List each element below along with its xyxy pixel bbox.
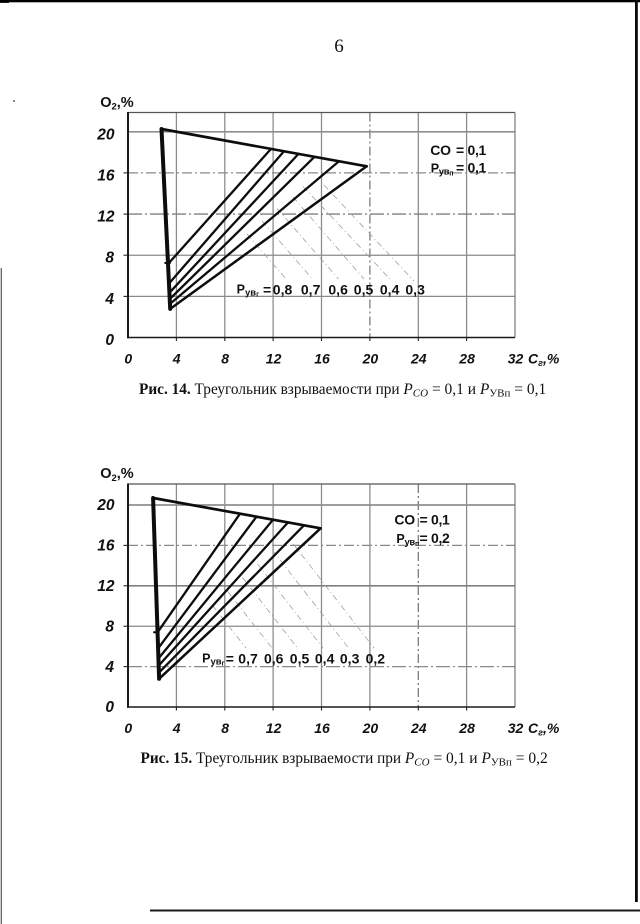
svg-text:16: 16: [314, 351, 330, 367]
svg-text:0: 0: [105, 332, 114, 349]
svg-text:20: 20: [362, 720, 379, 736]
svg-text:0: 0: [105, 699, 114, 716]
svg-text:8: 8: [221, 720, 229, 736]
svg-text:12: 12: [266, 720, 282, 736]
svg-text:6: 6: [334, 36, 344, 57]
svg-text:8: 8: [105, 250, 114, 267]
svg-text:4: 4: [172, 720, 181, 736]
svg-text:0,6: 0,6: [328, 282, 348, 298]
svg-text:8: 8: [105, 618, 114, 635]
svg-text:0,3: 0,3: [340, 651, 360, 667]
svg-text:0,7: 0,7: [301, 282, 321, 298]
svg-text:12: 12: [266, 351, 282, 367]
svg-text:28: 28: [458, 720, 475, 736]
svg-text:0,4: 0,4: [380, 282, 400, 298]
svg-text:= 0,1: = 0,1: [456, 142, 487, 158]
svg-text:= 0,1: = 0,1: [456, 160, 487, 176]
svg-text:0,4: 0,4: [315, 651, 335, 667]
svg-text:12: 12: [97, 578, 115, 595]
svg-text:32: 32: [508, 720, 524, 736]
svg-text:0,2: 0,2: [366, 651, 386, 667]
svg-text:0,5: 0,5: [290, 651, 310, 667]
svg-text:0,7: 0,7: [238, 651, 258, 667]
svg-text:CO: CO: [430, 142, 451, 158]
svg-text:4: 4: [104, 291, 114, 308]
svg-text:0,6: 0,6: [264, 651, 284, 667]
svg-text:24: 24: [410, 351, 427, 367]
svg-text:=: =: [263, 282, 271, 298]
svg-text:4: 4: [172, 351, 181, 367]
svg-text:0: 0: [124, 720, 132, 736]
svg-text:=: =: [226, 651, 234, 667]
svg-text:20: 20: [96, 497, 115, 514]
svg-text:= 0,1: = 0,1: [420, 511, 451, 527]
svg-text:Cг,%: Cг,%: [528, 720, 560, 738]
svg-text:0,8: 0,8: [273, 282, 293, 298]
svg-text:16: 16: [314, 720, 330, 736]
svg-text:16: 16: [97, 538, 115, 555]
svg-text:Рис. 14. Треугольник взрываемо: Рис. 14. Треугольник взрываемости при РС…: [139, 381, 546, 400]
svg-text:20: 20: [96, 126, 115, 143]
svg-text:O2,%: O2,%: [100, 466, 134, 484]
svg-text:8: 8: [221, 351, 229, 367]
svg-text:20: 20: [362, 351, 379, 367]
svg-text:28: 28: [458, 351, 475, 367]
svg-text:24: 24: [410, 720, 427, 736]
svg-text:0,3: 0,3: [405, 282, 425, 298]
svg-text:O2,%: O2,%: [100, 95, 134, 113]
svg-text:Рис. 15. Треугольник взрываемо: Рис. 15. Треугольник взрываемости при РС…: [141, 750, 548, 769]
svg-text:0,5: 0,5: [354, 282, 374, 298]
svg-text:32: 32: [508, 351, 524, 367]
svg-text:Cг,%: Cг,%: [528, 351, 560, 369]
svg-text:CO: CO: [394, 511, 415, 527]
svg-text:= 0,2: = 0,2: [420, 530, 451, 546]
svg-text:16: 16: [97, 167, 115, 184]
svg-text:4: 4: [104, 659, 114, 676]
svg-text:0: 0: [124, 351, 132, 367]
svg-text:12: 12: [97, 209, 115, 226]
